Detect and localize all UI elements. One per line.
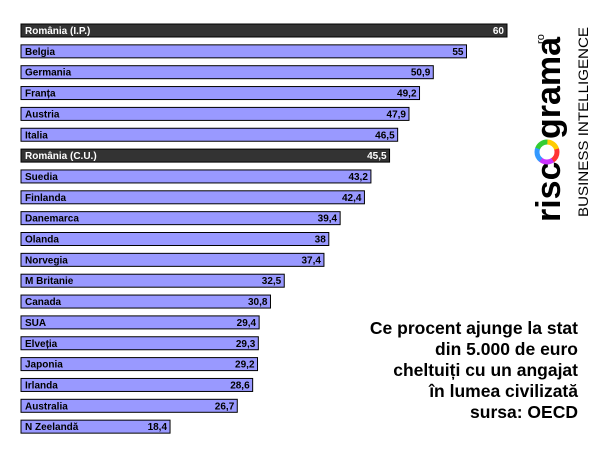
bar-4 [20,106,410,121]
value-label-9: 39,4 [318,214,338,225]
category-label-15: Elveția [25,339,58,350]
color-ring-icon [534,139,560,165]
category-label-6: România (C.U.) [25,151,97,162]
category-label-12: M Britanie [25,276,74,287]
value-label-3: 49,2 [397,89,417,100]
bar-9 [20,211,341,226]
value-label-7: 43,2 [348,172,368,183]
value-label-13: 30,8 [248,297,268,308]
bar-13 [20,294,271,309]
caption-line-2: din 5.000 de euro [435,339,578,359]
chart-caption: Ce procent ajunge la stat din 5.000 de e… [308,318,578,423]
value-label-12: 32,5 [262,276,282,287]
logo-wordmark-left: risc [530,162,568,223]
category-label-1: Belgia [25,47,55,58]
value-label-5: 46,5 [375,130,395,141]
category-label-16: Japonia [25,360,63,371]
value-label-16: 29,2 [235,360,255,371]
bar-2 [20,65,434,80]
value-label-17: 28,6 [230,380,250,391]
category-label-11: Norvegia [25,255,68,266]
value-label-11: 37,4 [301,255,321,266]
value-label-1: 55 [452,47,464,58]
category-label-18: Australia [25,401,68,412]
value-label-8: 42,4 [342,193,362,204]
caption-line-3: cheltuiți cu un angajat [393,360,578,380]
bar-11 [20,252,325,267]
bar-6 [20,148,391,163]
bar-5 [20,127,399,142]
value-label-0: 60 [493,26,505,37]
value-label-18: 26,7 [215,401,235,412]
bar-14 [20,315,260,330]
bar-0 [20,23,508,38]
category-label-17: Irlanda [25,380,58,391]
bar-10 [20,232,330,246]
category-label-5: Italia [25,130,48,141]
bar-17 [20,377,254,392]
bar-3 [20,86,421,101]
value-label-4: 47,9 [387,109,407,120]
bar-18 [20,398,238,413]
category-label-0: România (I.P.) [25,26,90,37]
caption-source: sursa: OECD [470,402,578,422]
bar-7 [20,169,372,184]
category-label-13: Canada [25,297,62,308]
logo-suffix: .ro [535,34,547,47]
logo-tagline: BUSINESS INTELLIGENCE [575,27,591,217]
value-label-2: 50,9 [411,68,431,79]
value-label-19: 18,4 [148,422,168,433]
value-label-14: 29,4 [237,318,257,329]
riscograma-logo: risc grama .ro BUSINESS INTELLIGENCE [530,27,591,223]
bar-8 [20,190,365,205]
category-label-14: SUA [25,318,46,329]
caption-line-4: în lumea civilizată [429,381,578,401]
value-label-15: 29,3 [236,339,256,350]
logo-wordmark-right: grama [530,36,568,139]
category-label-10: Olanda [25,235,59,246]
category-label-3: Franța [25,89,56,100]
category-label-19: N Zeelandă [25,422,79,433]
bar-19 [20,419,171,434]
value-label-10: 38 [315,235,327,246]
caption-line-1: Ce procent ajunge la stat [369,318,578,338]
value-label-6: 45,5 [367,151,387,162]
category-label-9: Danemarca [25,214,79,225]
bar-16 [20,357,259,372]
category-label-4: Austria [25,109,60,120]
bar-15 [20,336,259,351]
bar-12 [20,273,285,288]
bar-1 [20,44,467,59]
category-label-2: Germania [25,68,72,79]
category-label-8: Finlanda [25,193,67,204]
category-label-7: Suedia [25,172,58,183]
